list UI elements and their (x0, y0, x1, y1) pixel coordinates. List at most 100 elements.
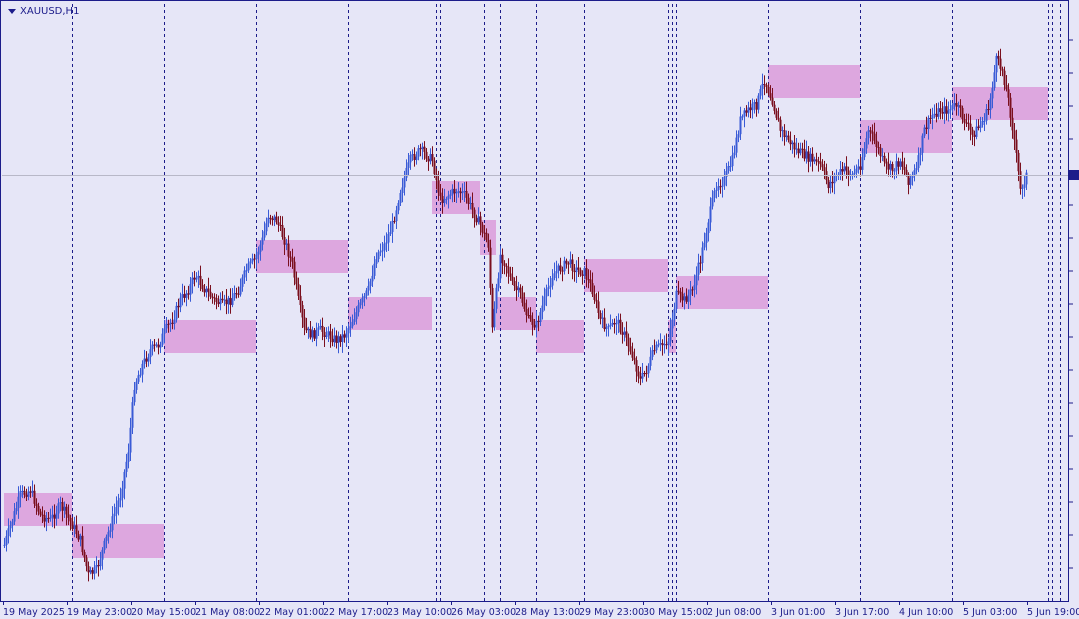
candle-body (115, 507, 118, 514)
time-axis-label: 4 Jun 10:00 (899, 607, 953, 618)
candle-body (325, 335, 328, 337)
candle-body (603, 317, 606, 330)
time-axis-label: 29 May 23:00 (579, 607, 644, 618)
candle-body (731, 155, 734, 167)
candle-body (365, 290, 368, 296)
candle-body (99, 559, 102, 567)
candle-body (415, 156, 418, 161)
candle-body (3, 544, 6, 546)
candle-body (37, 506, 40, 512)
candle-body (205, 288, 208, 293)
candle-body (973, 134, 976, 137)
candle-body (33, 490, 36, 504)
candle-body (1001, 68, 1004, 71)
candle-body (525, 308, 528, 316)
candle-body (9, 525, 12, 529)
candle-body (333, 335, 336, 343)
candle-body (391, 220, 394, 233)
candle-body (607, 326, 610, 328)
candle-body (257, 251, 260, 255)
candle-body (267, 217, 270, 224)
candle-body (715, 189, 718, 191)
candle-body (579, 269, 582, 275)
candle-body (633, 357, 636, 361)
candle-body (375, 259, 378, 264)
candle-body (923, 127, 926, 136)
candle-body (479, 216, 482, 225)
candle-body (725, 171, 728, 177)
candle-body (39, 511, 42, 515)
candle-body (659, 343, 662, 345)
candle-body (945, 106, 948, 114)
candle-body (189, 284, 192, 295)
candle-body (991, 87, 994, 99)
candle-body (321, 325, 324, 332)
candle-body (353, 319, 356, 322)
candle-body (589, 279, 592, 284)
dropdown-triangle-icon[interactable] (8, 9, 16, 14)
candle-body (809, 153, 812, 162)
candle-body (399, 192, 402, 203)
candle-body (631, 351, 634, 358)
candle-body (679, 291, 682, 294)
candle-body (161, 333, 164, 345)
candle-body (191, 277, 194, 285)
candle-body (971, 129, 974, 135)
candle-body (869, 130, 872, 132)
candle-body (859, 166, 862, 170)
candle-body (687, 294, 690, 302)
candle-body (773, 104, 776, 111)
candle-body (677, 290, 680, 292)
candle-body (533, 324, 536, 328)
candle-body (611, 322, 614, 325)
candle-body (41, 514, 44, 516)
candle-body (627, 337, 630, 347)
candle-body (989, 98, 992, 110)
supply-demand-zone (536, 320, 584, 353)
candle-body (861, 157, 864, 170)
candle-body (463, 190, 466, 192)
candle-body (1025, 172, 1028, 185)
candle-body (517, 287, 520, 291)
candle-body (145, 358, 148, 362)
candle-body (897, 161, 900, 167)
candle-body (893, 170, 896, 172)
candle-body (595, 299, 598, 302)
candle-body (947, 110, 950, 114)
candle-body (819, 161, 822, 165)
candle-body (43, 515, 46, 522)
candle-body (767, 86, 770, 94)
candle-body (685, 296, 688, 302)
candle-body (111, 516, 114, 531)
candle-body (275, 216, 278, 223)
supply-demand-zone (496, 297, 536, 330)
candle-body (241, 277, 244, 287)
candle-body (235, 293, 238, 295)
candle-body (53, 514, 56, 519)
candle-body (453, 188, 456, 194)
candle-body (937, 108, 940, 117)
candle-body (251, 258, 254, 262)
candle-body (877, 146, 880, 148)
candle-body (179, 297, 182, 308)
supply-demand-zone (584, 259, 668, 292)
candle-body (259, 244, 262, 252)
candle-body (27, 491, 30, 497)
candle-body (755, 102, 758, 110)
candle-body (445, 198, 448, 200)
candle-body (471, 202, 474, 210)
candle-body (511, 276, 514, 282)
candle-body (969, 123, 972, 130)
candle-body (577, 267, 580, 270)
candle-body (313, 330, 316, 339)
candle-body (707, 222, 710, 234)
candle-body (493, 308, 496, 328)
symbol-label[interactable]: XAUUSD,H1 (8, 6, 79, 17)
candle-body (653, 350, 656, 352)
candle-body (209, 291, 212, 297)
candle-body (373, 263, 376, 276)
supply-demand-zone (768, 65, 860, 98)
candle-body (187, 293, 190, 295)
